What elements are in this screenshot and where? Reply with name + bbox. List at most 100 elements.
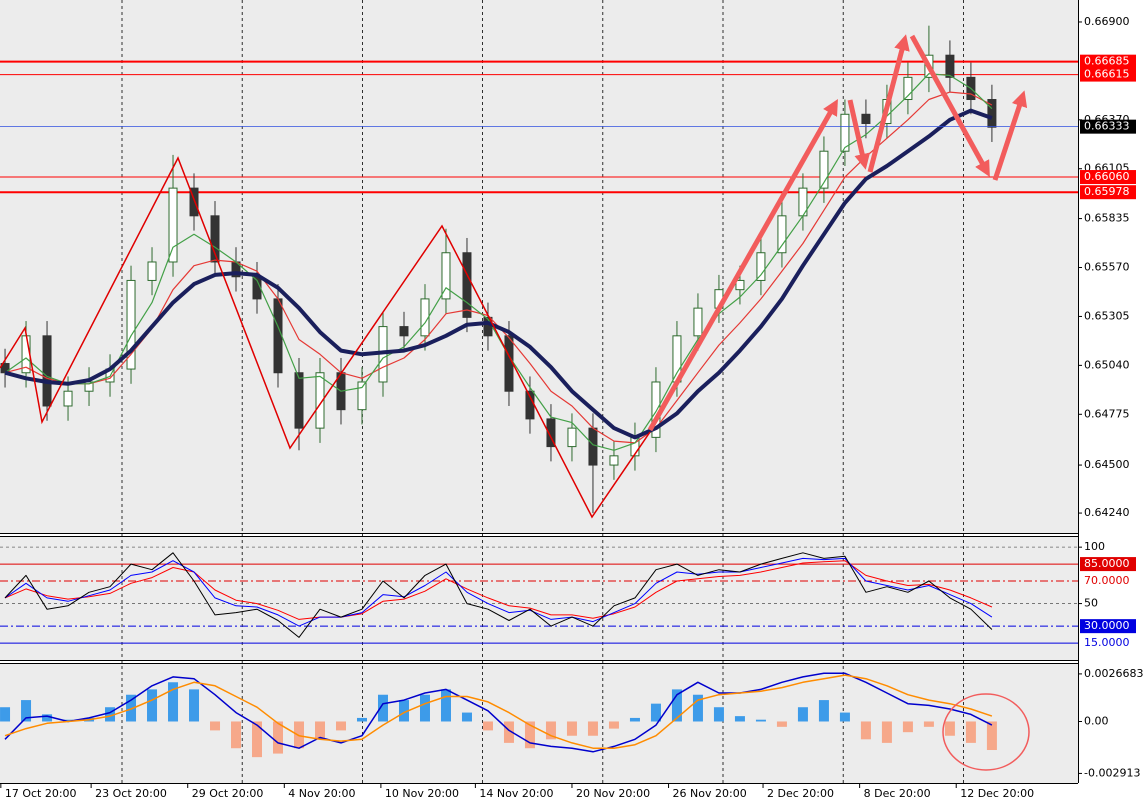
current-price-box: [1080, 119, 1136, 134]
histogram-bar: [944, 721, 955, 736]
histogram-bar: [189, 689, 200, 722]
histogram-bar: [42, 714, 53, 722]
candle-body: [777, 215, 787, 254]
histogram-bar: [440, 689, 451, 722]
series-line: [4, 560, 993, 620]
candle-body: [399, 326, 409, 337]
histogram-bar: [902, 721, 913, 733]
x-tick-label: 12 Dec 20:00: [960, 787, 1034, 800]
histogram-bar: [314, 721, 325, 740]
candle-body: [147, 261, 157, 281]
arrow: [992, 90, 1028, 181]
highlight-circle: [942, 693, 1030, 771]
histogram-bar: [252, 721, 263, 758]
y-tick-label: 0.0026683: [1084, 667, 1144, 680]
series-line: [4, 672, 993, 753]
y-tick-label: 0.66900: [1084, 15, 1130, 28]
histogram-bar: [692, 694, 703, 722]
candle-body: [987, 99, 997, 128]
main-panel: [0, 0, 1078, 533]
x-tick-label: 2 Dec 20:00: [767, 787, 834, 800]
level-label-box: [1080, 185, 1136, 200]
histogram-bar: [231, 721, 242, 749]
candle-body: [567, 427, 577, 448]
histogram-bar: [881, 721, 892, 743]
y-tick-label: 0.64240: [1084, 506, 1130, 519]
histogram-bar: [0, 707, 11, 722]
histogram-bar: [566, 721, 577, 736]
histogram-bar: [986, 721, 997, 751]
candle-body: [210, 215, 220, 263]
histogram-bar: [461, 712, 472, 722]
level-label: 0.66060: [1084, 170, 1130, 183]
level-label-box: [1080, 557, 1136, 572]
y-tick-label: 0.64500: [1084, 458, 1130, 471]
level-label-box: [1080, 67, 1136, 82]
candle-body: [42, 335, 52, 407]
y-tick-label: 0.65305: [1084, 309, 1130, 322]
level-label: 85.0000: [1084, 557, 1130, 570]
series-line: [4, 73, 993, 451]
x-tick-label: 29 Oct 20:00: [192, 787, 264, 800]
candle-body: [588, 427, 598, 466]
plot: [0, 25, 1078, 758]
y-tick-label: 0.65835: [1084, 212, 1130, 225]
current-price-label: 0.66333: [1084, 120, 1130, 133]
histogram-bar: [776, 721, 787, 727]
x-tick-label: 14 Nov 20:00: [479, 787, 553, 800]
y-tick-label: 0.65570: [1084, 261, 1130, 274]
candle-body: [504, 335, 514, 392]
histogram-bar: [419, 694, 430, 722]
histogram-bar: [923, 721, 934, 727]
histogram-bar: [629, 717, 640, 722]
candle-body: [315, 372, 325, 429]
histogram-bar: [147, 689, 158, 722]
arrow: [909, 34, 990, 178]
candle-body: [357, 381, 367, 411]
separator: [0, 660, 1144, 663]
candle-body: [609, 455, 619, 466]
histogram-bar: [105, 707, 116, 722]
candle-body: [168, 187, 178, 263]
level-label-box: [1080, 54, 1136, 69]
x-tick-label: 23 Oct 20:00: [95, 787, 167, 800]
histogram-bar: [797, 707, 808, 722]
histogram-bar: [650, 703, 661, 722]
candle-body: [273, 298, 283, 374]
level-label-box: [1080, 170, 1136, 185]
level-label: 0.65978: [1084, 185, 1130, 198]
histogram-bar: [608, 721, 619, 729]
histogram-bar: [839, 712, 850, 722]
candle-body: [63, 390, 73, 407]
histogram-bar: [713, 707, 724, 722]
y-tick-label: 50: [1084, 597, 1098, 610]
level-label: 70.0000: [1084, 574, 1130, 587]
level-label: 30.0000: [1084, 619, 1130, 632]
candle-body: [735, 279, 745, 291]
candle-body: [693, 307, 703, 337]
histogram-bar: [734, 716, 745, 722]
level-label: 0.66685: [1084, 55, 1130, 68]
histogram-bar: [587, 721, 598, 736]
level-label: 0.66615: [1084, 68, 1130, 81]
histogram-bar: [168, 682, 179, 722]
y-tick-label: 0.00: [1084, 714, 1109, 727]
histogram-bar: [335, 721, 346, 731]
series-line: [4, 674, 993, 749]
candle-body: [189, 187, 199, 217]
candle-body: [546, 418, 556, 448]
histogram-bar: [755, 719, 766, 722]
histogram-bar: [21, 700, 32, 722]
annotations: [0, 34, 1030, 771]
histogram-bar: [860, 721, 871, 740]
series-line: [4, 552, 993, 638]
histogram-bar: [377, 694, 388, 722]
axis: 0.669000.663700.661050.658350.655700.653…: [0, 15, 1144, 800]
series-line: [4, 557, 993, 627]
histogram-bar: [63, 719, 74, 722]
candle-body: [441, 252, 451, 300]
level-label-box: [1080, 574, 1136, 589]
x-tick-label: 17 Oct 20:00: [5, 787, 77, 800]
candle-body: [861, 113, 871, 125]
